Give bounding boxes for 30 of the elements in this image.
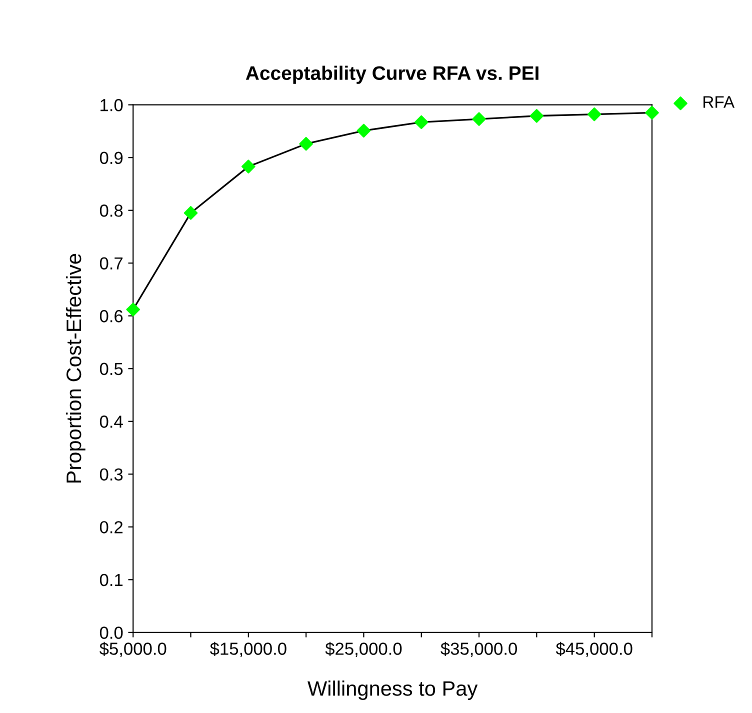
- y-tick-label: 1.0: [100, 98, 123, 112]
- y-tick-label: 0.6: [100, 310, 123, 322]
- y-tick-label: 0.2: [100, 521, 123, 534]
- y-tick-label: 0.3: [100, 468, 123, 481]
- point: [645, 106, 659, 120]
- point: [184, 206, 198, 220]
- y-tick-label: 0.8: [100, 204, 123, 217]
- point: [126, 302, 140, 316]
- y-tick-label: 0.4: [100, 416, 123, 428]
- legend-label: RFA: [704, 96, 735, 108]
- point: [530, 108, 544, 123]
- y-tick-label: 0.7: [100, 257, 123, 270]
- point: [356, 124, 371, 138]
- y-tick-label: 0.5: [100, 362, 123, 376]
- point: [472, 112, 486, 126]
- y-tick-label: 0.9: [100, 152, 123, 164]
- point: [242, 160, 256, 174]
- point: [299, 136, 313, 151]
- x-tick-label: $35,000.0: [440, 642, 517, 657]
- point: [587, 107, 602, 122]
- x-axis-title: Willingness to Pay: [308, 680, 478, 700]
- y-tick-label: 0.0: [100, 626, 123, 639]
- point: [414, 115, 428, 130]
- x-tick-label: $45,000.0: [556, 642, 632, 657]
- y-tick-label: 0.1: [100, 574, 123, 586]
- x-tick-label: $15,000.0: [210, 642, 286, 657]
- y-axis-title: Proportion Cost-Effective: [66, 254, 86, 483]
- x-tick-label: $25,000.0: [325, 642, 402, 657]
- chart-title: Acceptability Curve RFA vs. PEI: [246, 66, 538, 84]
- x-tick-label: $5,000.0: [100, 642, 166, 657]
